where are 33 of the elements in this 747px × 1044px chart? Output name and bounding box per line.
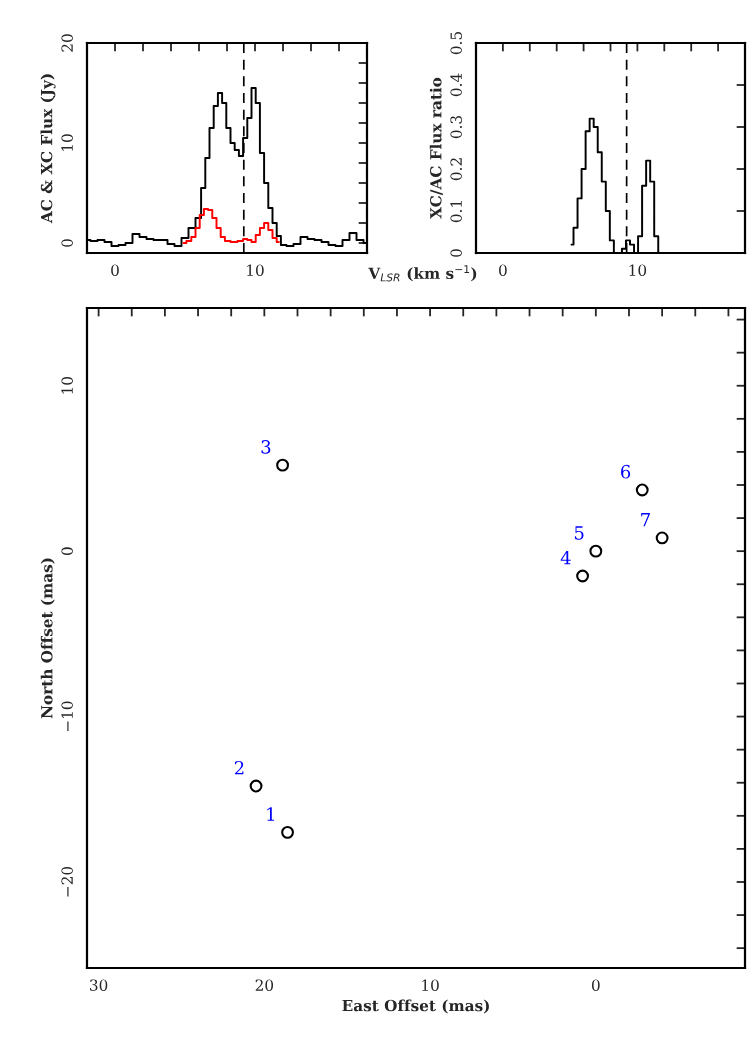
x-tick-label: 10 xyxy=(629,264,647,276)
x-axis-title: East Offset (mas) xyxy=(342,999,489,1014)
x-tick-label: 10 xyxy=(247,264,264,276)
y-tick-label: 0.2 xyxy=(450,158,462,181)
x-tick-label: 10 xyxy=(422,979,439,991)
y-tick-label: 0.3 xyxy=(450,115,462,139)
y-axis-title: North Offset (mas) xyxy=(40,558,55,719)
y-tick-label: 10 xyxy=(61,377,73,394)
y-tick-label: 0 xyxy=(61,239,73,247)
annotation: 2 xyxy=(234,760,244,775)
x-axis-title: V$_{LSR}$ (km s$^{−1}$) xyxy=(368,265,477,282)
annotation: 6 xyxy=(621,464,631,479)
x-tick-label: 0 xyxy=(111,264,119,276)
annotation: 5 xyxy=(574,526,584,540)
y-tick-label: 0.1 xyxy=(450,201,462,223)
annotation: 3 xyxy=(261,440,271,454)
y-tick-label: 20 xyxy=(61,34,73,52)
y-tick-label: 0 xyxy=(61,547,73,556)
y-tick-label: 0.5 xyxy=(450,32,462,55)
y-tick-label: −10 xyxy=(61,701,73,732)
y-tick-label: 0.4 xyxy=(450,73,462,97)
x-tick-label: 0 xyxy=(591,979,600,991)
annotation: 1 xyxy=(267,807,275,821)
x-tick-label: 30 xyxy=(90,979,108,991)
annotation: 4 xyxy=(560,550,571,565)
annotation: 7 xyxy=(641,513,650,527)
y-tick-label: −20 xyxy=(61,866,73,897)
x-tick-label: 0 xyxy=(499,264,507,276)
y-tick-label: 10 xyxy=(61,134,73,151)
y-tick-label: 0 xyxy=(450,249,462,257)
y-axis-title: XC/AC Flux ratio xyxy=(429,77,443,219)
y-axis-title: AC & XC Flux (Jy) xyxy=(40,74,56,224)
x-tick-label: 20 xyxy=(255,979,274,991)
